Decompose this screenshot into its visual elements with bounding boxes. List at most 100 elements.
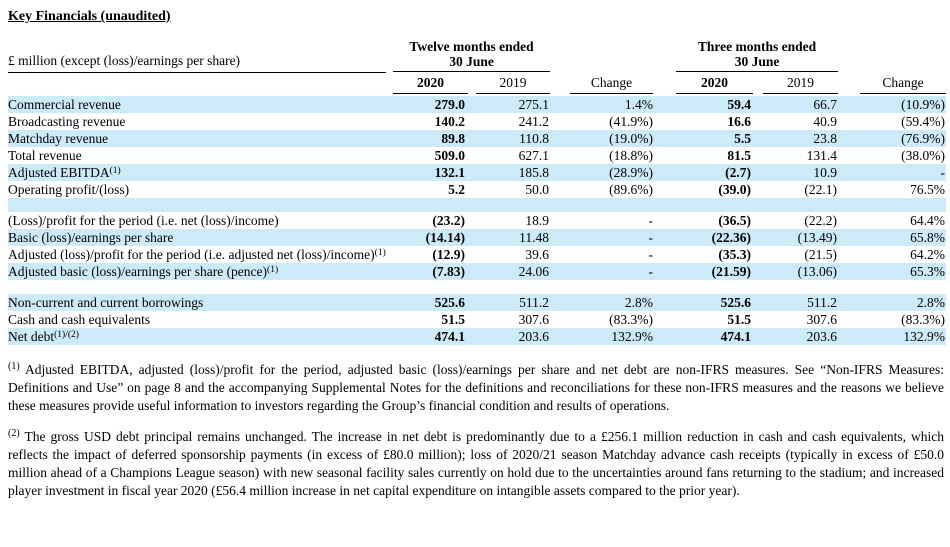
value-twelve-change: 2.8% bbox=[624, 295, 654, 310]
table-row: Adjusted (loss)/profit for the period (i… bbox=[8, 246, 946, 263]
row-label-superscript: (1) bbox=[267, 265, 279, 275]
table-row: Broadcasting revenue 140.2 241.2 (41.9%)… bbox=[8, 113, 946, 130]
value-three-2020: (22.36) bbox=[711, 230, 752, 245]
header-label-empty-cell bbox=[8, 72, 386, 96]
value-twelve-2019: 307.6 bbox=[518, 312, 550, 327]
value-twelve-2019: 511.2 bbox=[519, 295, 550, 310]
value-twelve-2020: (14.14) bbox=[425, 230, 465, 245]
value-twelve-change: (89.6%) bbox=[609, 182, 654, 197]
value-twelve-change: (19.0%) bbox=[609, 131, 654, 146]
value-three-2020: 5.5 bbox=[734, 131, 752, 146]
value-twelve-2019: 275.1 bbox=[518, 97, 550, 112]
value-three-2019: 40.9 bbox=[813, 114, 838, 129]
value-three-change: 64.4% bbox=[910, 213, 946, 228]
table-row bbox=[8, 280, 946, 294]
value-twelve-2019: 24.06 bbox=[518, 264, 550, 279]
row-label-superscript: (1) bbox=[374, 248, 386, 258]
table-row: Cash and cash equivalents 51.5 307.6 (83… bbox=[8, 311, 946, 328]
header-spacer bbox=[840, 39, 946, 72]
value-three-2019: 307.6 bbox=[806, 312, 838, 327]
value-twelve-2020: (23.2) bbox=[432, 213, 465, 228]
table-row: Adjusted EBITDA(1) 132.1 185.8 (28.9%) (… bbox=[8, 164, 947, 181]
table-row: Net debt(1)/(2) 474.1 203.6 132.9% 474.1… bbox=[8, 328, 947, 345]
value-three-2019 bbox=[754, 280, 840, 294]
group-three-line1: Three months ended bbox=[697, 39, 817, 54]
row-label-cell: Matchday revenue bbox=[8, 130, 386, 147]
value-three-2019: 131.4 bbox=[806, 148, 838, 163]
table-header-group-row: £ million (except (loss)/earnings per sh… bbox=[8, 39, 946, 73]
row-label: Adjusted (loss)/profit for the period (i… bbox=[8, 247, 375, 262]
value-three-2019 bbox=[754, 198, 840, 212]
value-three-change: 65.3% bbox=[910, 264, 946, 279]
value-twelve-2019: 18.9 bbox=[525, 213, 550, 228]
value-three-2020: (35.3) bbox=[718, 247, 752, 262]
value-twelve-2020: 474.1 bbox=[434, 329, 465, 344]
value-three-2019: 10.9 bbox=[813, 165, 838, 180]
row-label: Total revenue bbox=[8, 148, 82, 163]
value-twelve-2019: 627.1 bbox=[518, 148, 550, 163]
row-label-cell: Total revenue bbox=[8, 147, 386, 164]
value-three-change: 2.8% bbox=[916, 295, 946, 310]
value-three-2020: 474.1 bbox=[720, 329, 752, 344]
row-label-cell bbox=[8, 198, 386, 212]
footnotes-section: (1) Adjusted EBITDA, adjusted (loss)/pro… bbox=[8, 361, 944, 500]
value-three-change: - bbox=[940, 165, 946, 180]
value-twelve-2019 bbox=[468, 280, 552, 294]
value-three-2019: 203.6 bbox=[806, 329, 838, 344]
value-twelve-2020: 140.2 bbox=[434, 114, 465, 129]
value-twelve-change: (83.3%) bbox=[609, 312, 654, 327]
value-twelve-change: (18.8%) bbox=[609, 148, 654, 163]
group-twelve-line2: 30 June bbox=[449, 54, 494, 69]
value-three-change: (10.9%) bbox=[901, 97, 946, 112]
table-header-years-row: 2020 2019 Change 2020 2019 Change bbox=[8, 72, 947, 96]
page-title: Key Financials (unaudited) bbox=[8, 9, 171, 24]
value-three-change bbox=[840, 280, 946, 294]
value-three-2020: 81.5 bbox=[727, 148, 752, 163]
value-three-2019: (22.1) bbox=[804, 182, 838, 197]
value-three-2020: (39.0) bbox=[718, 182, 752, 197]
row-label: Adjusted EBITDA bbox=[8, 165, 110, 180]
row-label-cell: (Loss)/profit for the period (i.e. net (… bbox=[8, 212, 386, 229]
value-twelve-2020: (12.9) bbox=[432, 247, 465, 262]
value-twelve-change bbox=[552, 280, 654, 294]
value-three-change: (83.3%) bbox=[901, 312, 946, 327]
value-twelve-2019: 203.6 bbox=[518, 329, 550, 344]
value-twelve-2020: 525.6 bbox=[434, 295, 465, 310]
row-label-cell bbox=[8, 280, 386, 294]
value-three-2020 bbox=[654, 198, 754, 212]
value-three-2019: (13.06) bbox=[797, 264, 838, 279]
value-twelve-change: - bbox=[648, 247, 654, 262]
value-three-2020: 51.5 bbox=[727, 312, 752, 327]
group-three-line2: 30 June bbox=[734, 54, 780, 69]
footnote-1-text: Adjusted EBITDA, adjusted (loss)/profit … bbox=[8, 362, 944, 413]
value-twelve-change: - bbox=[648, 230, 654, 245]
value-three-2019: (21.5) bbox=[804, 247, 838, 262]
value-three-2020: (2.7) bbox=[725, 165, 752, 180]
value-three-2019: 66.7 bbox=[813, 97, 838, 112]
col-header-change-twelve: Change bbox=[552, 72, 654, 96]
financials-table: £ million (except (loss)/earnings per sh… bbox=[8, 39, 947, 345]
col-header-change-three: Change bbox=[840, 72, 947, 96]
col-header-2019-three: 2019 bbox=[754, 72, 840, 96]
row-label-cell: Cash and cash equivalents bbox=[8, 311, 386, 328]
footnote-1-marker: (1) bbox=[8, 361, 20, 372]
footnote-2-marker: (2) bbox=[8, 428, 20, 439]
row-label: Basic (loss)/earnings per share bbox=[8, 230, 174, 245]
value-twelve-2020: 279.0 bbox=[434, 97, 465, 112]
table-row: Non-current and current borrowings 525.6… bbox=[8, 294, 947, 311]
row-label-cell: Basic (loss)/earnings per share bbox=[8, 229, 386, 246]
value-twelve-2019: 39.6 bbox=[525, 247, 550, 262]
table-row: (Loss)/profit for the period (i.e. net (… bbox=[8, 212, 946, 229]
value-twelve-change bbox=[552, 198, 654, 212]
value-three-change: 64.2% bbox=[910, 247, 946, 262]
row-label-superscript: (1) bbox=[109, 166, 121, 176]
footnote-2: (2) The gross USD debt principal remains… bbox=[8, 428, 944, 500]
value-twelve-2020: 509.0 bbox=[434, 148, 465, 163]
table-row: Operating profit/(loss) 5.2 50.0 (89.6%)… bbox=[8, 181, 946, 198]
value-three-2020: 525.6 bbox=[720, 295, 752, 310]
value-three-2019: 23.8 bbox=[813, 131, 838, 146]
value-three-change: 76.5% bbox=[910, 182, 946, 197]
row-label: Adjusted basic (loss)/earnings per share… bbox=[8, 264, 268, 279]
value-twelve-2019 bbox=[468, 198, 552, 212]
value-twelve-change: 132.9% bbox=[611, 329, 654, 344]
